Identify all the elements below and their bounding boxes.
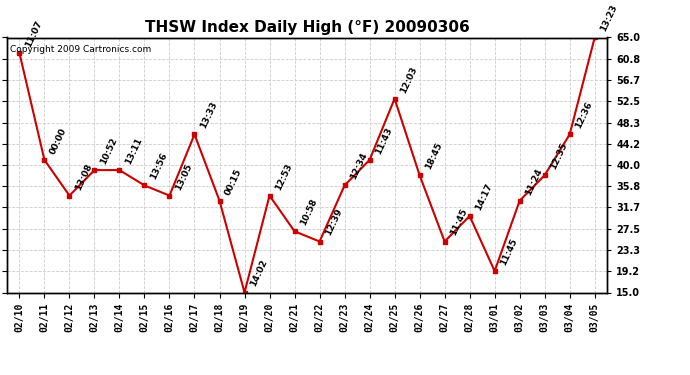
- Text: 11:45: 11:45: [448, 207, 469, 237]
- Text: 10:58: 10:58: [299, 198, 319, 227]
- Text: 13:56: 13:56: [148, 152, 169, 181]
- Text: 18:45: 18:45: [424, 141, 444, 171]
- Title: THSW Index Daily High (°F) 20090306: THSW Index Daily High (°F) 20090306: [145, 20, 469, 35]
- Text: 11:43: 11:43: [374, 126, 394, 156]
- Text: 11:24: 11:24: [524, 166, 544, 196]
- Text: 13:33: 13:33: [199, 100, 219, 130]
- Text: 13:23: 13:23: [599, 4, 619, 33]
- Text: 14:02: 14:02: [248, 259, 269, 288]
- Text: 12:35: 12:35: [549, 141, 569, 171]
- Text: 12:34: 12:34: [348, 152, 369, 181]
- Text: Copyright 2009 Cartronics.com: Copyright 2009 Cartronics.com: [10, 45, 151, 54]
- Text: 12:53: 12:53: [274, 162, 294, 191]
- Text: 13:08: 13:08: [74, 162, 94, 191]
- Text: 11:45: 11:45: [499, 237, 519, 267]
- Text: 12:39: 12:39: [324, 207, 344, 237]
- Text: 14:17: 14:17: [474, 182, 494, 212]
- Text: 13:05: 13:05: [174, 162, 194, 191]
- Text: 12:36: 12:36: [574, 100, 594, 130]
- Text: 10:52: 10:52: [99, 136, 119, 166]
- Text: 12:03: 12:03: [399, 65, 419, 94]
- Text: 00:00: 00:00: [48, 126, 68, 156]
- Text: 13:11: 13:11: [124, 136, 144, 166]
- Text: 11:07: 11:07: [23, 19, 44, 49]
- Text: 00:15: 00:15: [224, 167, 244, 196]
